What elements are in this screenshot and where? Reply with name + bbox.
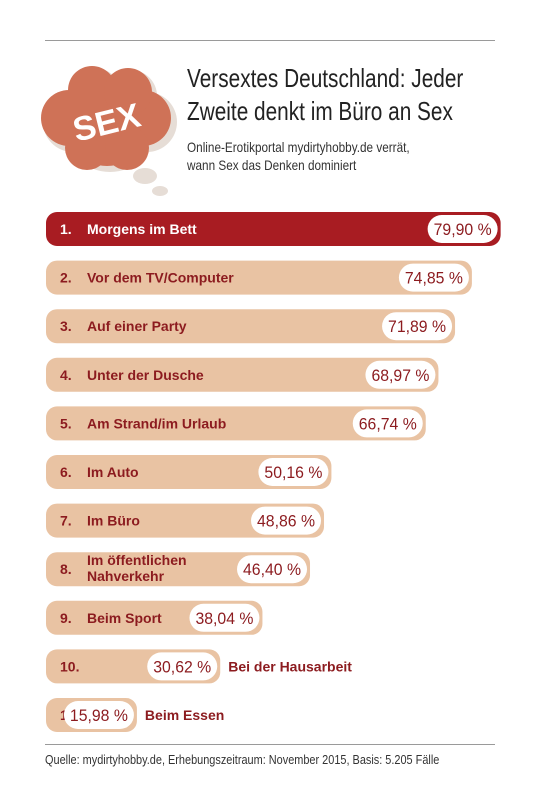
value-label: 46,40 %	[243, 560, 301, 579]
value-pill	[147, 652, 218, 681]
value-pill	[352, 409, 423, 438]
value-label: 30,62 %	[153, 657, 211, 676]
rank-label: 6.	[60, 464, 72, 480]
page-title: Versextes Deutschland: Jeder Zweite denk…	[187, 62, 464, 128]
category-label: Auf einer Party	[87, 318, 187, 334]
category-label: Nahverkehr	[87, 568, 165, 584]
source-note: Quelle: mydirtyhobby.de, Erhebungszeitra…	[45, 752, 440, 767]
value-pill	[427, 215, 498, 243]
rank-label: 3.	[60, 318, 72, 334]
rank-label: 2.	[60, 270, 72, 286]
category-label: Im Büro	[87, 513, 140, 529]
bar	[46, 406, 426, 441]
bar	[46, 455, 332, 489]
value-pill	[251, 506, 322, 535]
bar	[46, 309, 456, 344]
bar-row: 1. 79,90 % Morgens im Bett	[46, 212, 501, 246]
category-label: Morgens im Bett	[87, 221, 197, 237]
value-label: 79,90 %	[434, 220, 492, 239]
bar-row: 10. 30,62 % Bei der Hausarbeit	[46, 649, 352, 684]
bar-row: 7. 48,86 % Im Büro	[46, 503, 325, 538]
bar	[46, 260, 472, 295]
subtitle-line-1: Online-Erotikportal mydirtyhobby.de verr…	[187, 139, 410, 155]
rank-label: 5.	[60, 415, 72, 431]
bar-row: 2. 74,85 % Vor dem TV/Computer	[46, 260, 472, 295]
value-label: 66,74 %	[359, 414, 417, 433]
bar	[46, 212, 501, 246]
value-label: 48,86 %	[257, 512, 315, 531]
rank-label: 1.	[60, 221, 72, 237]
category-label: Beim Sport	[87, 610, 162, 626]
value-pill	[189, 603, 260, 632]
value-label: 68,97 %	[371, 366, 429, 385]
category-label: Im Auto	[87, 464, 139, 480]
bottom-rule	[45, 744, 495, 745]
value-pill	[258, 458, 329, 486]
title-line-2: Zweite denkt im Büro an Sex	[187, 96, 453, 126]
value-label: 15,98 %	[70, 706, 128, 725]
subtitle-line-2: wann Sex das Denken dominiert	[187, 157, 357, 173]
value-pill	[63, 701, 134, 729]
subtitle: Online-Erotikportal mydirtyhobby.de verr…	[187, 138, 473, 174]
value-label: 50,16 %	[264, 463, 322, 482]
value-label: 74,85 %	[405, 269, 463, 288]
category-label: Bei der Hausarbeit	[228, 658, 352, 674]
bar-row: 3. 71,89 % Auf einer Party	[46, 309, 456, 344]
value-pill	[398, 263, 469, 292]
value-label: 38,04 %	[195, 609, 253, 628]
category-label: Am Strand/im Urlaub	[87, 415, 226, 431]
title-line-1: Versextes Deutschland: Jeder	[187, 63, 464, 93]
bar	[46, 357, 439, 392]
value-label: 71,89 %	[388, 317, 446, 336]
value-pill	[365, 360, 436, 389]
rank-label: 10.	[60, 658, 79, 674]
category-label: Im öffentlichen	[87, 552, 187, 568]
bar-row: 6. 50,16 % Im Auto	[46, 455, 332, 489]
value-pill	[382, 312, 453, 341]
category-label: Vor dem TV/Computer	[87, 270, 234, 286]
bar-row: 4. 68,97 % Unter der Dusche	[46, 357, 439, 392]
bar-row: 5. 66,74 % Am Strand/im Urlaub	[46, 406, 426, 441]
bar-row: 11.15,98 %Beim Essen	[46, 698, 224, 732]
category-label: Unter der Dusche	[87, 367, 204, 383]
rank-label: 4.	[60, 367, 72, 383]
value-pill	[237, 555, 308, 584]
rank-label: 7.	[60, 513, 72, 529]
category-label: Beim Essen	[145, 707, 224, 723]
top-rule	[45, 40, 495, 41]
rank-label: 9.	[60, 610, 72, 626]
rank-label: 8.	[60, 561, 72, 577]
bar-row: 9. 38,04 % Beim Sport	[46, 600, 263, 635]
sex-cloud-icon: SEX	[41, 66, 177, 196]
